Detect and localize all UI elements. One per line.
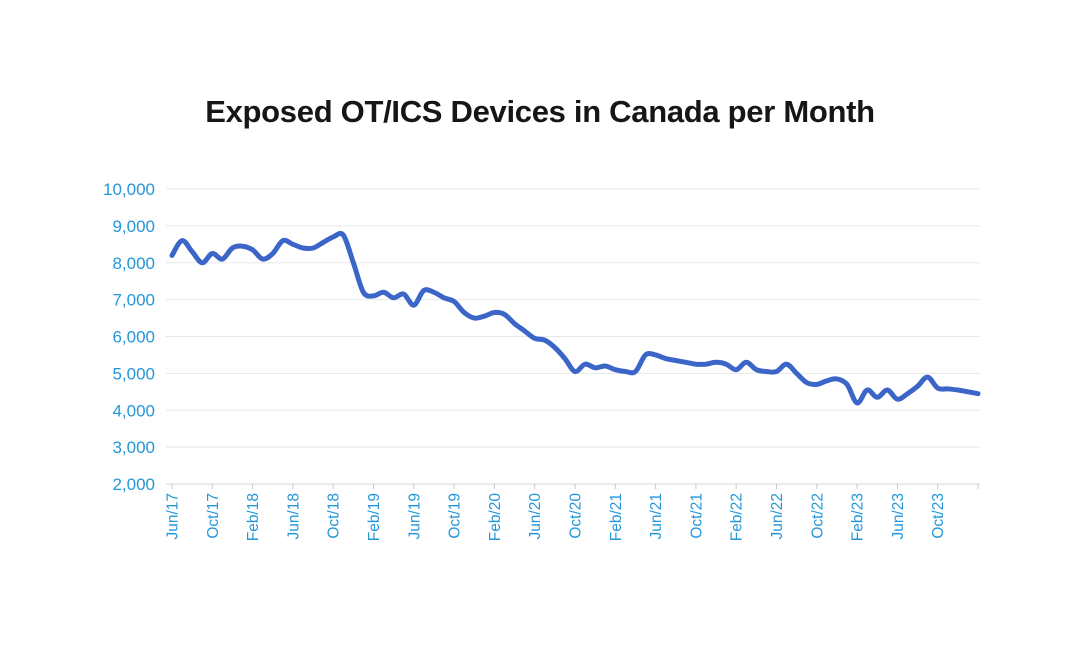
x-axis-tick-label: Oct/19 (447, 493, 464, 539)
y-axis-tick-label: 6,000 (112, 328, 155, 347)
x-axis-tick-label: Feb/19 (366, 493, 383, 541)
x-axis-tick-label: Feb/23 (850, 493, 867, 541)
x-axis-tick-label: Jun/18 (285, 493, 302, 540)
y-axis-tick-label: 2,000 (112, 475, 155, 494)
x-axis-tick-label: Oct/18 (326, 493, 343, 539)
data-line-exposed-devices (169, 230, 981, 406)
x-axis-tick-label: Jun/17 (165, 493, 182, 540)
x-axis-tick-label: Oct/23 (930, 493, 947, 539)
x-axis-tick-label: Oct/22 (809, 493, 826, 539)
y-axis-tick-label: 4,000 (112, 401, 155, 420)
x-axis-tick-label: Jun/19 (406, 493, 423, 540)
y-axis-tick-label: 8,000 (112, 254, 155, 273)
y-axis-tick-label: 9,000 (112, 217, 155, 236)
chart-title: Exposed OT/ICS Devices in Canada per Mon… (205, 94, 875, 129)
x-axis-tick-label: Oct/20 (568, 493, 585, 539)
x-axis-tick-label: Feb/20 (487, 493, 504, 542)
y-axis-tick-label: 3,000 (112, 438, 155, 457)
x-axis-tick-label: Jun/22 (769, 493, 786, 540)
y-axis-tick-label: 5,000 (112, 364, 155, 383)
x-axis-tick-label: Feb/22 (729, 493, 746, 541)
x-axis-tick-label: Jun/21 (648, 493, 665, 540)
x-axis-tick-label: Feb/21 (608, 493, 625, 541)
x-axis-tick-label: Feb/18 (245, 493, 262, 541)
y-axis-tick-label: 7,000 (112, 291, 155, 310)
x-axis-tick-label: Oct/21 (688, 493, 705, 539)
x-axis-tick-label: Oct/17 (205, 493, 222, 539)
x-axis-tick-label: Jun/20 (527, 493, 544, 540)
x-axis-tick-label: Jun/23 (890, 493, 907, 540)
y-axis-tick-label: 10,000 (103, 180, 155, 199)
